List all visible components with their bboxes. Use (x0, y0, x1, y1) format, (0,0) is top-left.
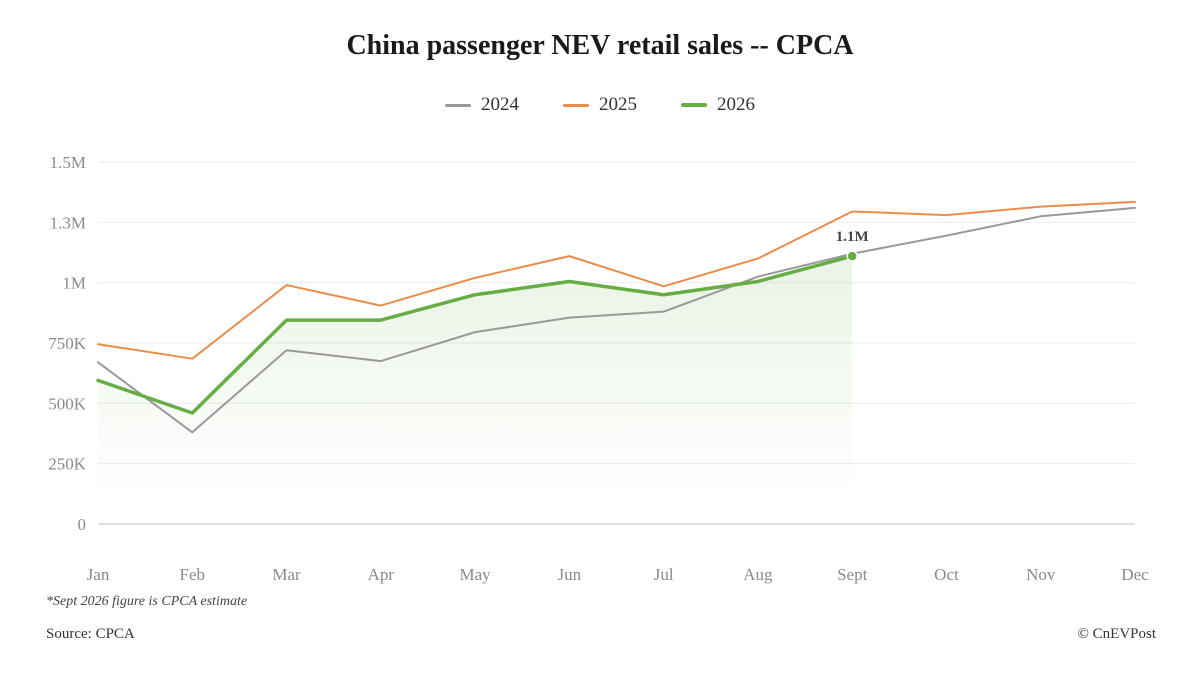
x-tick-label: Aug (743, 565, 773, 584)
source-label: Source: CPCA (46, 626, 135, 642)
x-tick-label: Mar (272, 565, 301, 584)
x-tick-label: May (460, 565, 492, 584)
x-tick-label: Apr (368, 565, 395, 584)
x-tick-label: Nov (1026, 565, 1056, 584)
legend-item-2025[interactable]: 2025 (563, 94, 637, 116)
legend-item-2024[interactable]: 2024 (445, 94, 519, 116)
data-label: 1.1M (836, 229, 869, 245)
x-tick-label: Jan (87, 565, 110, 584)
legend-item-2026[interactable]: 2026 (681, 94, 755, 116)
series-line-2026[interactable] (96, 254, 854, 415)
y-tick-label: 250K (48, 455, 87, 474)
x-tick-label: Feb (180, 565, 206, 584)
x-tick-label: Jun (558, 565, 582, 584)
x-tick-label: Jul (654, 565, 674, 584)
x-tick-label: Oct (934, 565, 959, 584)
legend-swatch (681, 103, 707, 107)
legend-label: 2024 (481, 94, 519, 115)
legend-swatch (445, 103, 471, 107)
legend-label: 2025 (599, 94, 637, 115)
series-line-2024[interactable] (97, 206, 1136, 434)
y-tick-label: 1.5M (50, 153, 86, 172)
credit-label: © CnEVPost (1077, 626, 1157, 642)
y-tick-label: 1M (62, 274, 86, 293)
footnote: *Sept 2026 figure is CPCA estimate (46, 594, 248, 609)
legend-label: 2026 (717, 94, 755, 115)
y-tick-label: 500K (48, 394, 87, 413)
area-2026 (98, 256, 853, 500)
series-line-2025[interactable] (97, 200, 1136, 360)
data-point-2026-Sept[interactable] (846, 250, 858, 262)
x-tick-label: Dec (1121, 565, 1149, 584)
x-tick-label: Sept (837, 565, 868, 584)
y-tick-label: 750K (48, 334, 87, 353)
chart-title: China passenger NEV retail sales -- CPCA (346, 30, 854, 61)
y-tick-label: 0 (78, 515, 87, 534)
chart-legend: 2024 2025 2026 (0, 94, 1200, 116)
legend-swatch (563, 103, 589, 107)
y-tick-label: 1.3M (50, 213, 86, 232)
